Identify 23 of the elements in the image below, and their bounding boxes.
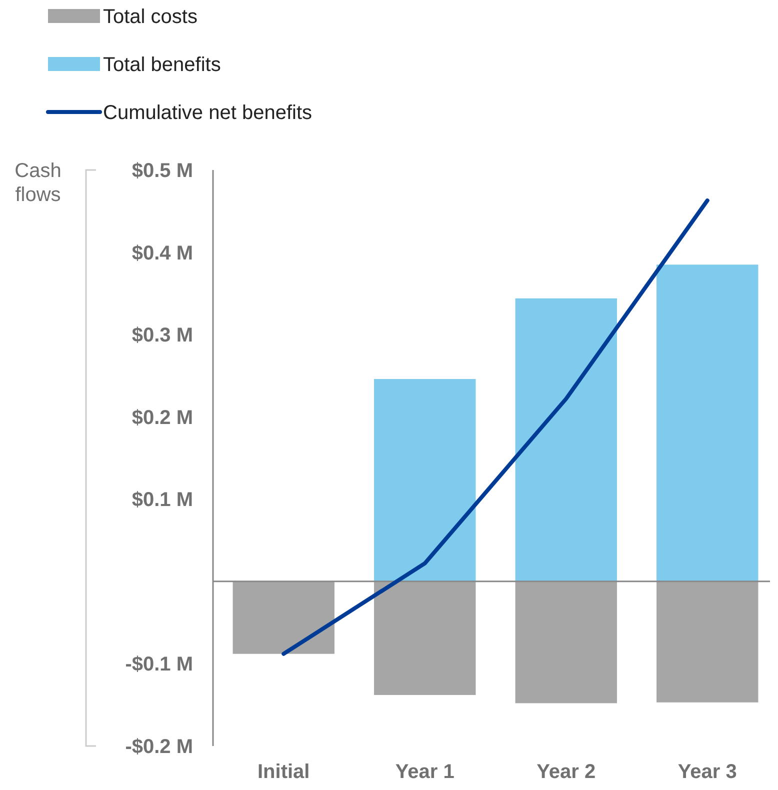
bar: [374, 581, 476, 695]
y-tick-label: $0.4 M: [132, 242, 193, 264]
x-tick-label: Initial: [258, 761, 310, 783]
x-tick-label: Year 2: [536, 761, 596, 783]
y-tick-label: -$0.1 M: [125, 654, 193, 676]
y-tick-label: $0.5 M: [132, 160, 193, 182]
bar: [656, 264, 758, 582]
bar: [656, 581, 758, 702]
x-tick-label: Year 3: [678, 761, 737, 783]
legend-label: Cumulative net benefits: [103, 102, 312, 124]
y-tick-label: $0.3 M: [132, 324, 193, 347]
y-tick-label: -$0.2 M: [125, 736, 193, 758]
y-axis-title: Cash flows: [14, 160, 62, 206]
bar: [515, 298, 617, 582]
bar: [232, 581, 334, 654]
bar: [515, 581, 617, 704]
y-tick-label: $0.2 M: [132, 406, 193, 429]
y-tick-label: $0.1 M: [132, 489, 193, 512]
x-tick-label: Year 1: [395, 761, 454, 783]
legend-label: Total benefits: [103, 54, 221, 76]
bar: [374, 379, 476, 582]
line-series: [282, 198, 710, 656]
legend-label: Total costs: [103, 6, 198, 28]
